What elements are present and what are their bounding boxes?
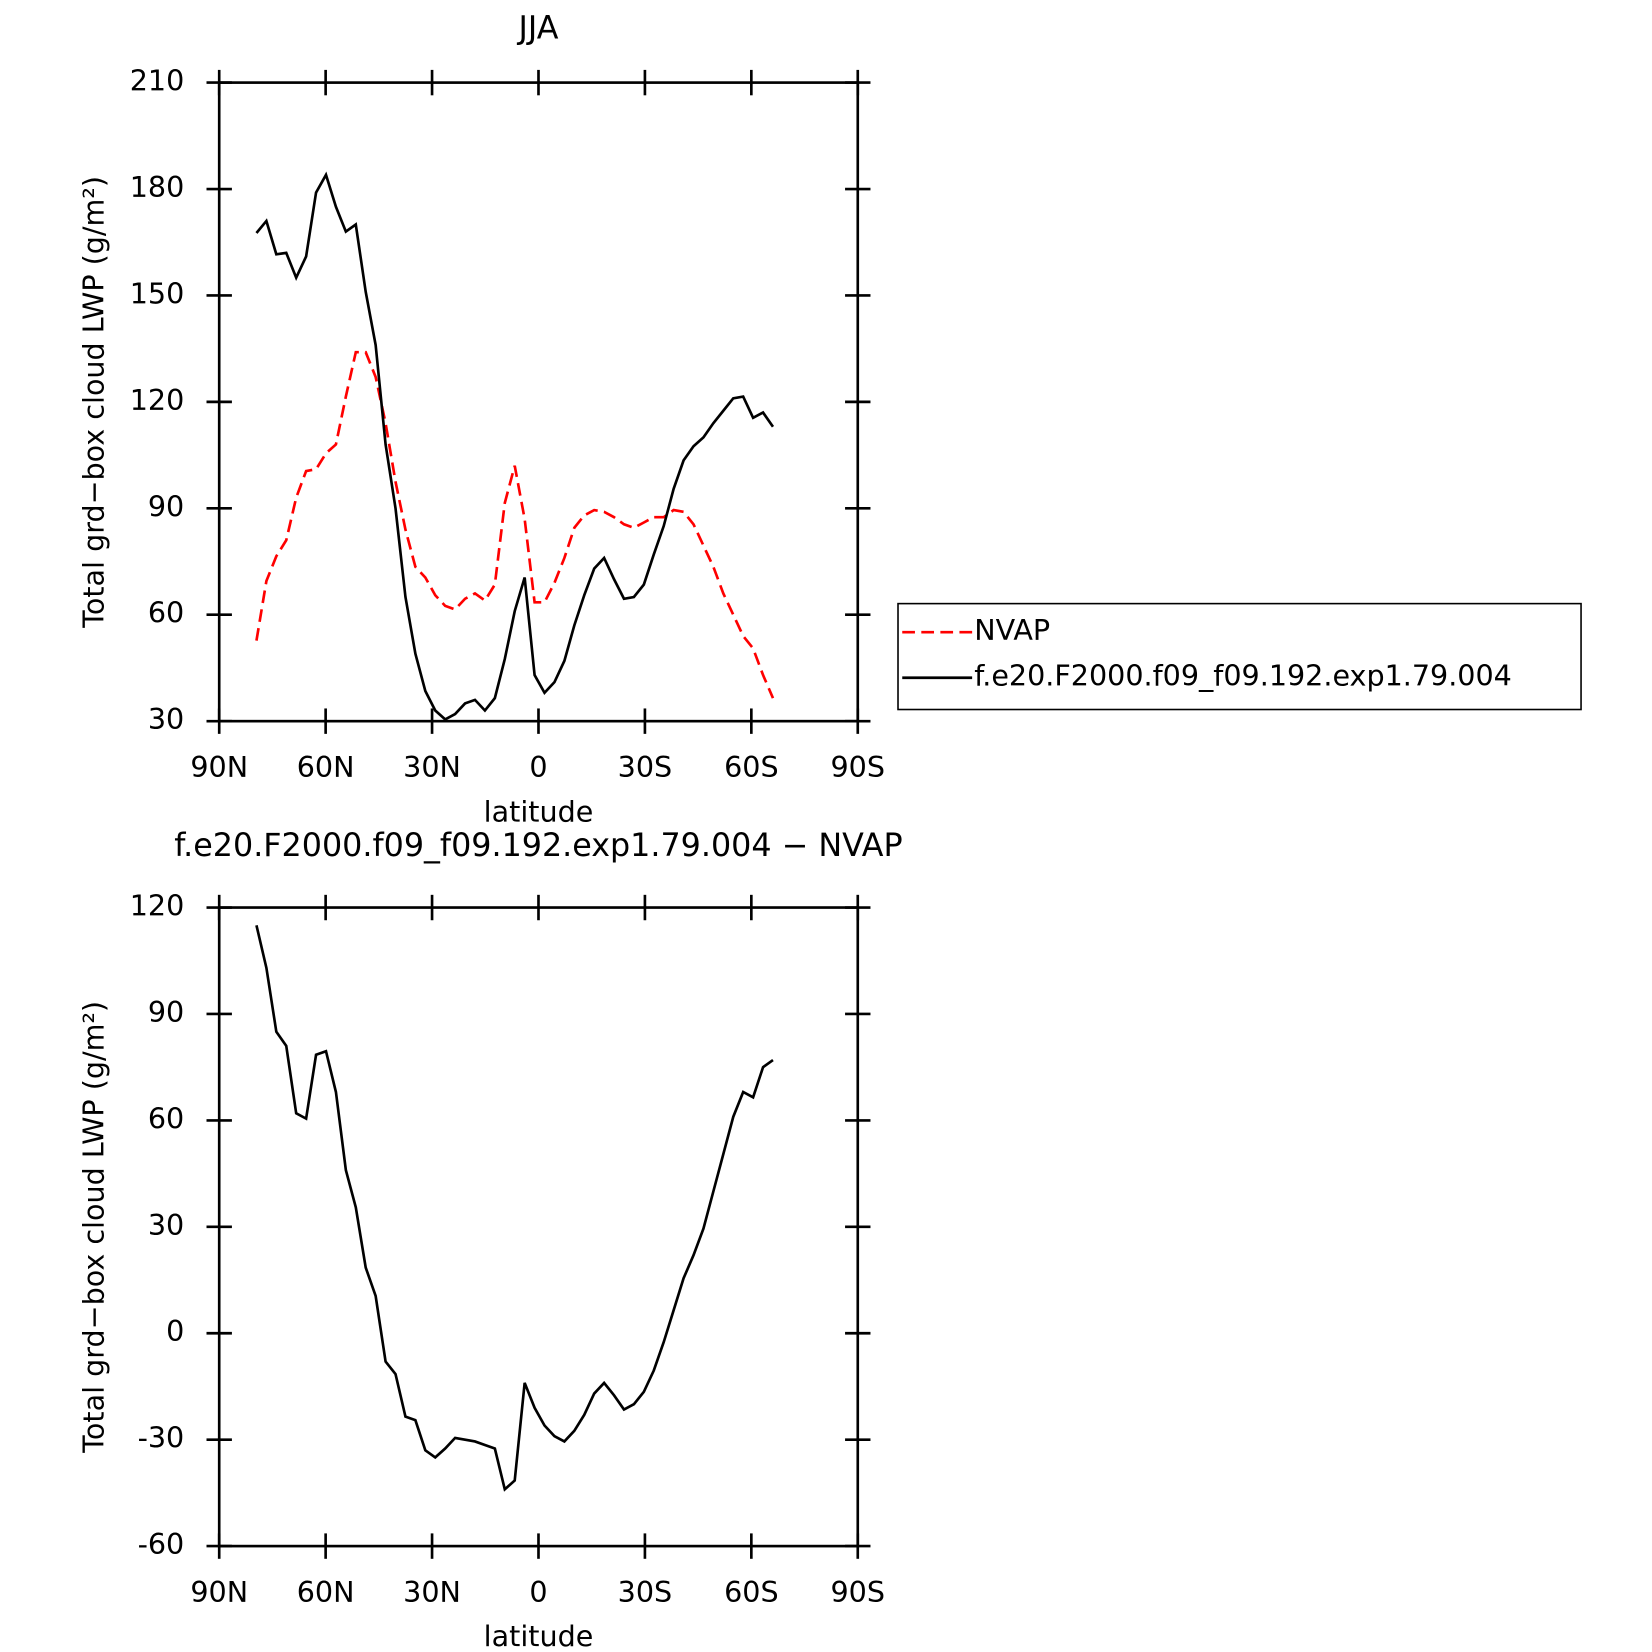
y-tick-label: 30 [148, 702, 184, 736]
y-tick-label: 90 [148, 995, 184, 1029]
series-line [255, 171, 775, 721]
y-tick-label: 180 [130, 170, 185, 204]
x-tick-label: 30N [403, 750, 461, 784]
chart-title: f.e20.F2000.f09_f09.192.exp1.79.004 − NV… [174, 828, 902, 864]
legend-label: f.e20.F2000.f09_f09.192.exp1.79.004 [974, 659, 1512, 693]
x-tick-label: 0 [529, 750, 547, 784]
x-axis-label: latitude [484, 794, 594, 828]
x-tick-label: 90S [831, 750, 886, 784]
x-tick-label: 60S [724, 1575, 779, 1609]
x-tick-label: 60N [297, 1575, 355, 1609]
y-tick-label: -30 [138, 1421, 185, 1455]
y-axis-label: Total grd−box cloud LWP (g/m²) [76, 176, 110, 629]
y-tick-label: 210 [130, 64, 185, 98]
chart-title: JJA [517, 11, 559, 47]
x-tick-label: 30N [403, 1575, 461, 1609]
y-tick-label: 120 [130, 383, 185, 417]
y-tick-label: 90 [148, 489, 184, 523]
x-axis-label: latitude [484, 1619, 594, 1652]
series-line [255, 924, 774, 1492]
plot-frame [217, 81, 860, 723]
x-tick-label: 90S [831, 1575, 886, 1609]
y-tick-label: 60 [148, 596, 184, 630]
y-tick-label: 120 [130, 889, 185, 923]
y-tick-label: 30 [148, 1208, 184, 1242]
series-line [255, 350, 775, 699]
legend-box [897, 602, 1582, 711]
x-tick-label: 90N [190, 1575, 248, 1609]
x-tick-label: 60S [724, 750, 779, 784]
y-tick-label: 150 [130, 276, 185, 310]
y-tick-label: -60 [138, 1527, 185, 1561]
y-axis-label: Total grd−box cloud LWP (g/m²) [76, 1001, 110, 1454]
y-tick-label: 60 [148, 1101, 184, 1135]
y-tick-label: 0 [166, 1314, 184, 1348]
x-tick-label: 90N [190, 750, 248, 784]
x-tick-label: 0 [529, 1575, 547, 1609]
x-tick-label: 30S [618, 1575, 673, 1609]
x-tick-label: 30S [618, 750, 673, 784]
legend-label: NVAP [974, 613, 1050, 647]
x-tick-label: 60N [297, 750, 355, 784]
plot-frame [217, 906, 860, 1548]
